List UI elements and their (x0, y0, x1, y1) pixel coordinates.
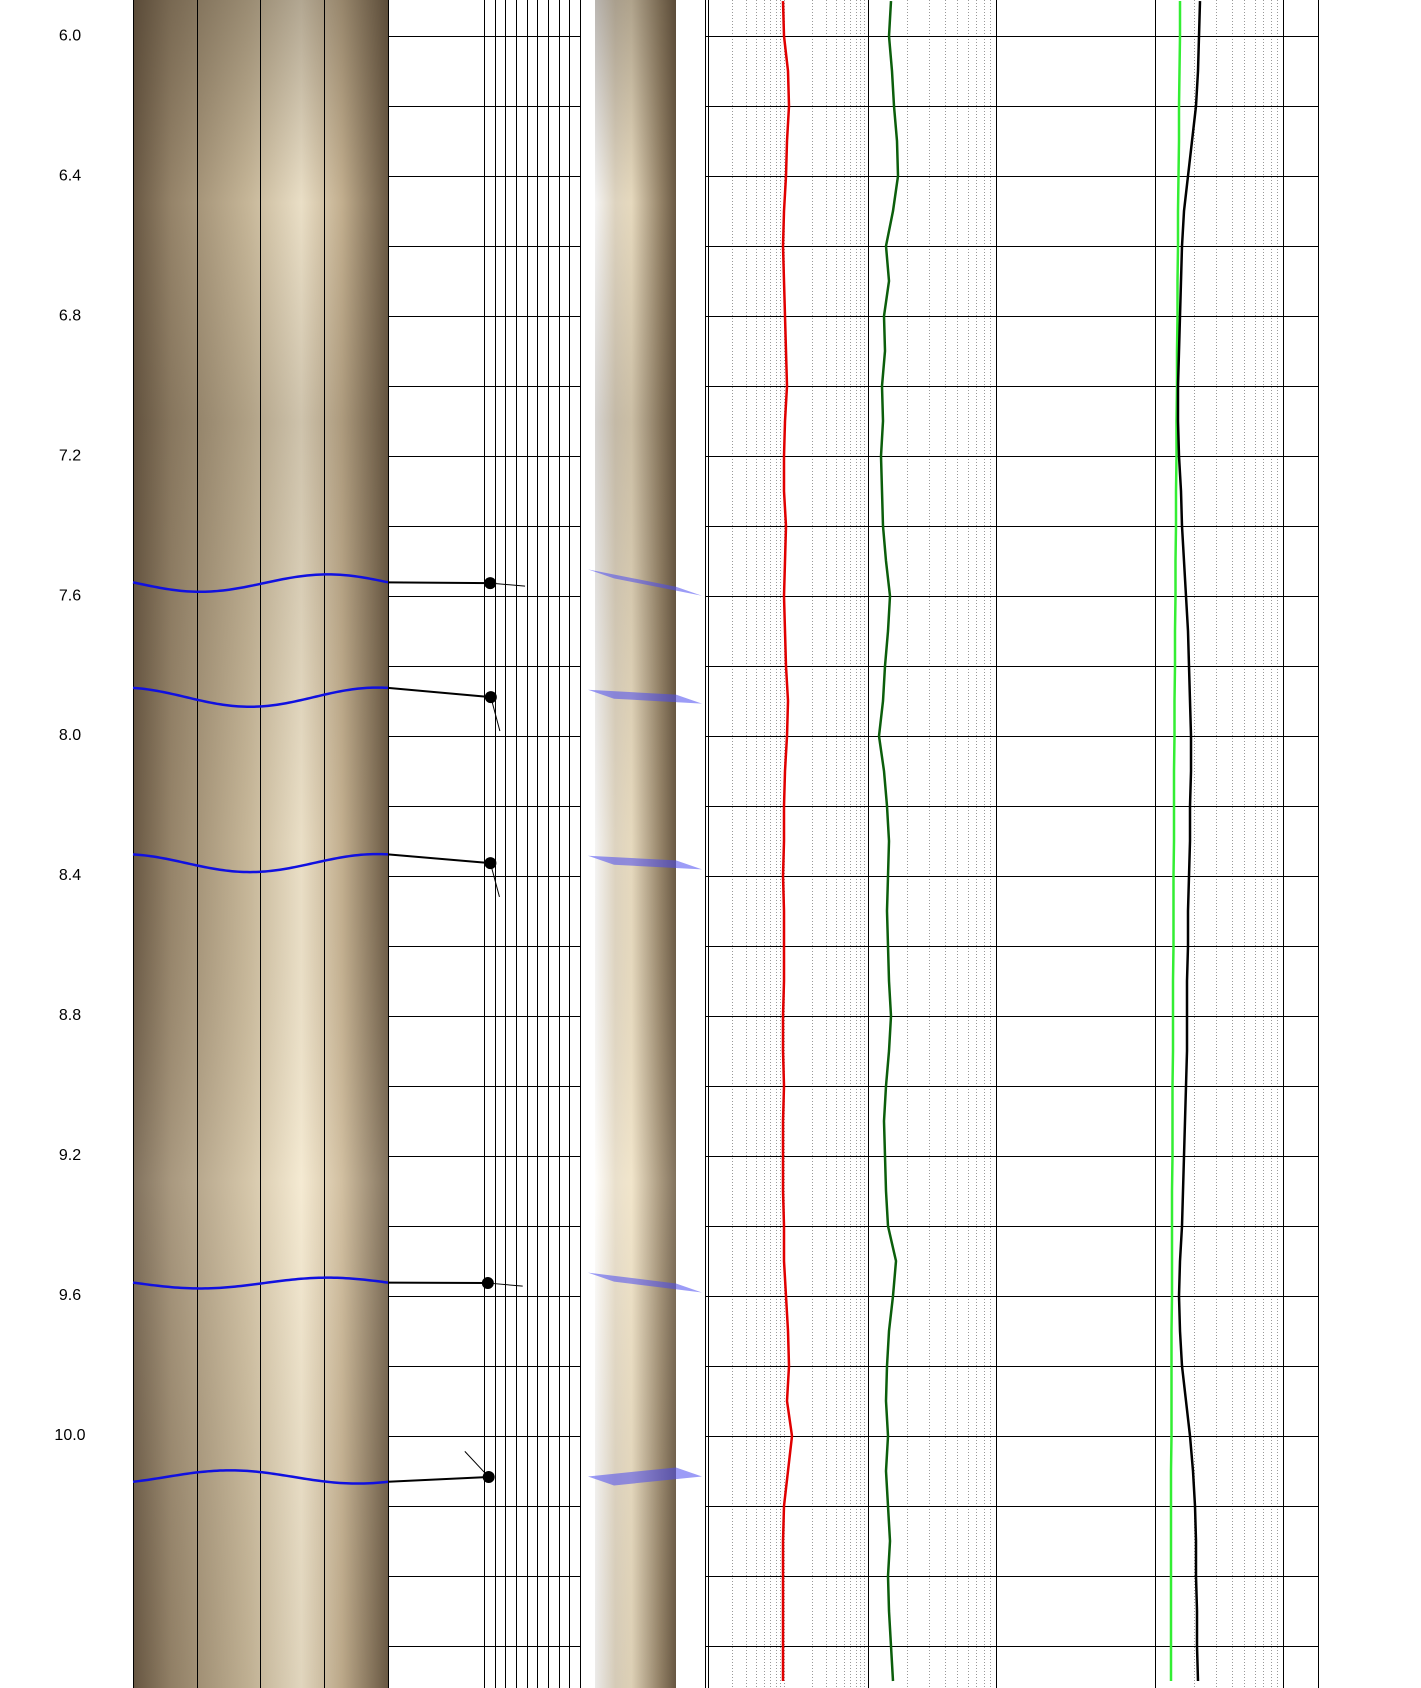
depth-label: 7.2 (59, 447, 81, 464)
depth-label: 9.6 (59, 1287, 81, 1304)
dip-connector (387, 853, 491, 865)
dip-plane (588, 689, 702, 704)
tadpole (484, 577, 497, 590)
depth-label: 8.0 (59, 727, 81, 744)
dip-plane (588, 1272, 702, 1293)
depth-label: 6.4 (59, 167, 81, 184)
tadpole (484, 857, 497, 870)
tadpole (484, 691, 497, 704)
dip-sinusoid (132, 686, 389, 709)
depth-label: 6.0 (59, 27, 81, 44)
log-curve (1176, 1, 1202, 1682)
depth-label: 7.6 (59, 587, 81, 604)
tadpole (481, 1277, 494, 1290)
dip-connector (387, 581, 491, 585)
depth-label: 10.0 (54, 1427, 85, 1444)
dip-sinusoid (132, 852, 389, 874)
dip-plane (588, 569, 702, 596)
depth-label: 6.8 (59, 307, 81, 324)
log-curve (1169, 1, 1182, 1681)
tadpole (482, 1470, 495, 1483)
depth-label: 8.4 (59, 867, 81, 884)
dip-sinusoid (132, 1276, 389, 1290)
depth-label: 9.2 (59, 1147, 81, 1164)
dip-plane (588, 1467, 702, 1486)
virtual-core-shading (595, 0, 676, 1688)
log-curve (781, 1, 794, 1681)
dip-plane (588, 855, 702, 870)
dip-sinusoid (132, 1469, 389, 1485)
depth-label: 8.8 (59, 1007, 81, 1024)
dip-sinusoid (132, 573, 389, 594)
track-borders (133, 0, 706, 1688)
log-curve (877, 0, 900, 1682)
dip-connector (387, 1475, 489, 1483)
dip-connector (387, 686, 491, 699)
